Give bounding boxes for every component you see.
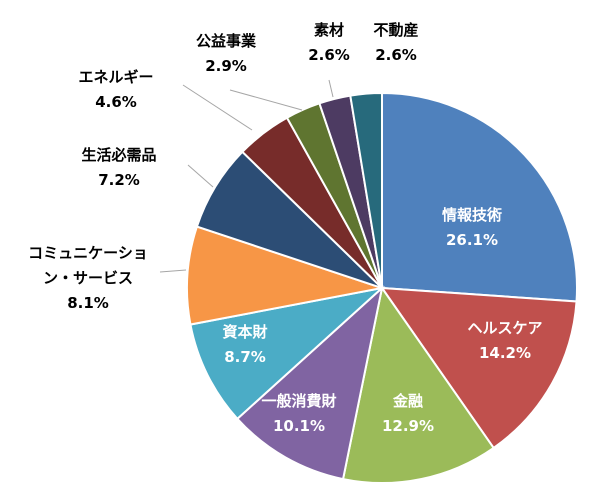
- slice-label: 生活必需品 7.2%: [81, 146, 156, 189]
- slice-label: 金融 12.9%: [382, 392, 434, 435]
- leader-line: [187, 164, 214, 188]
- pie-slice: [341, 285, 496, 484]
- pie-slice: [349, 91, 383, 289]
- slice-label: ヘルスケア 14.2%: [467, 319, 542, 362]
- slice-label: コミュニケーション・サービス 8.1%: [28, 244, 148, 312]
- pie-slice: [381, 91, 578, 303]
- slice-label: 素材 2.6%: [308, 21, 350, 64]
- leader-lines: [159, 79, 334, 273]
- slice-label: 公益事業 2.9%: [196, 32, 257, 75]
- data-labels: 情報技術 26.1% ヘルスケア 14.2% 金融 12.9% 一般消費財 10.1% 資本財 8…: [28, 21, 542, 435]
- leader-line: [229, 89, 303, 111]
- slice-label: エネルギー 4.6%: [78, 68, 153, 111]
- pie-slices: [186, 91, 578, 484]
- slice-label: 情報技術 26.1%: [442, 206, 502, 249]
- slice-label: 不動産 2.6%: [373, 21, 418, 64]
- pie-slice: [186, 225, 386, 326]
- pie-slice: [235, 285, 384, 481]
- slice-label: 資本財 8.7%: [222, 323, 267, 366]
- pie-slice: [379, 286, 578, 450]
- slice-label: 一般消費財 10.1%: [261, 392, 336, 435]
- leader-line: [328, 79, 334, 98]
- leader-line: [182, 84, 253, 131]
- leader-line: [159, 269, 187, 273]
- pie-slice: [189, 286, 386, 421]
